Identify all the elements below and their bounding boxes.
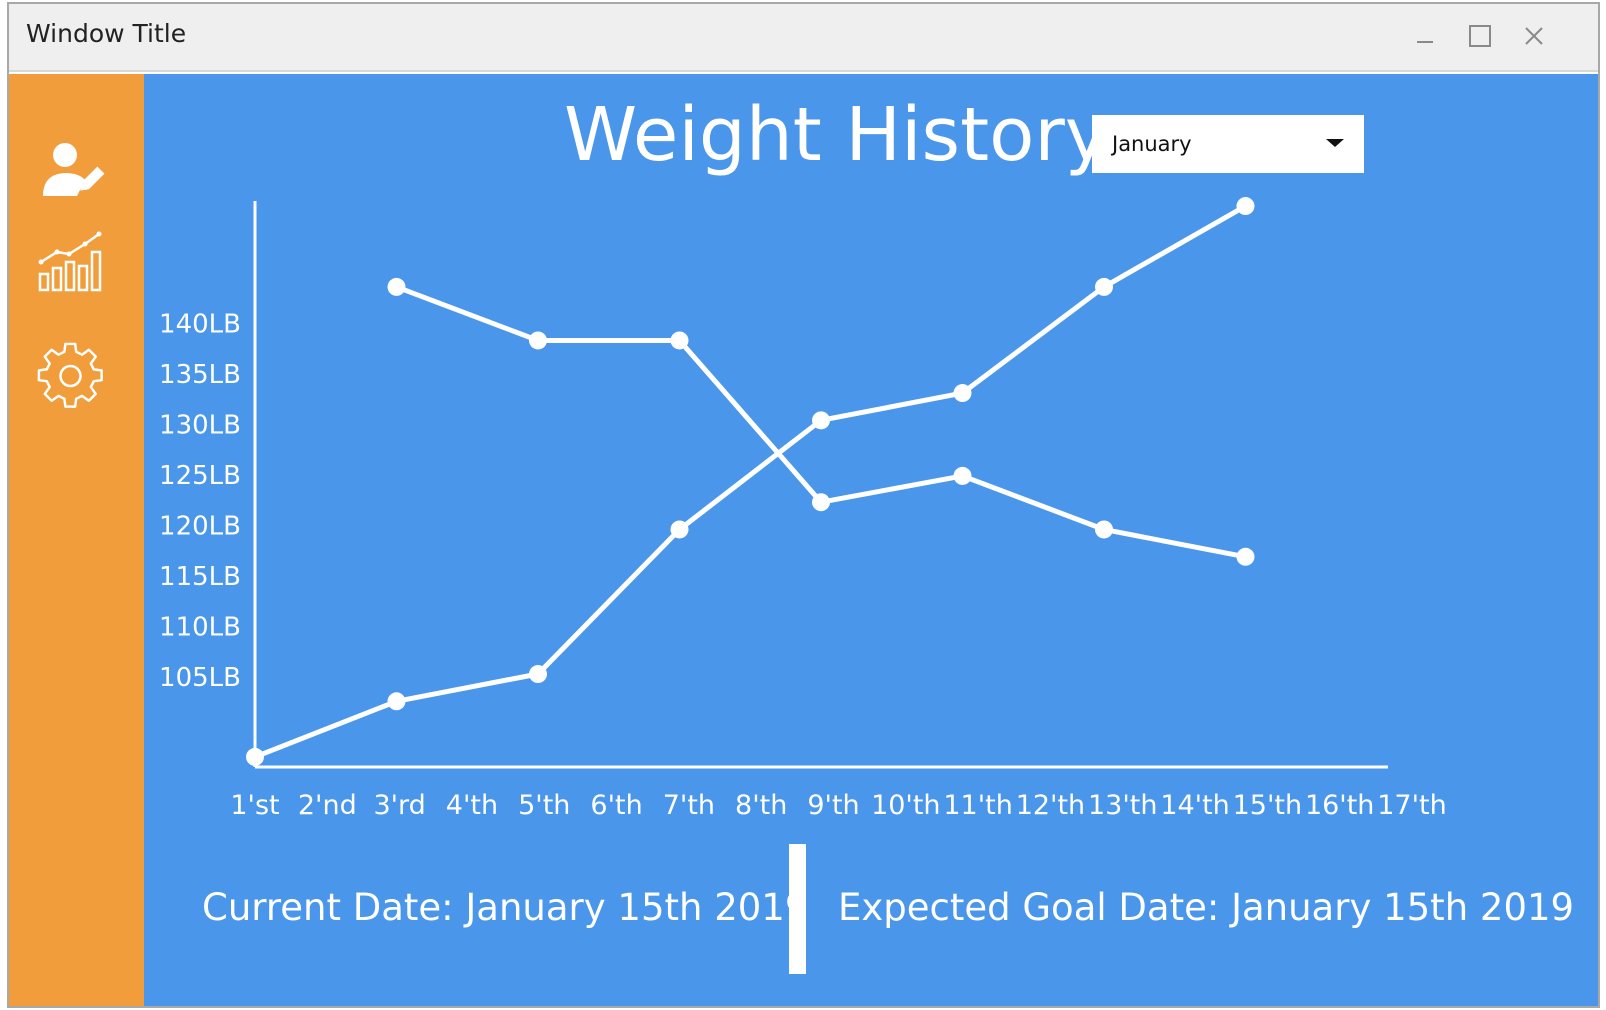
x-tick-label: 9'th <box>807 790 859 821</box>
x-tick-label: 7'th <box>663 790 715 821</box>
weight-line-chart: 105LB 110LB 115LB 120LB 125LB 130LB 135LB 140LB… <box>159 197 1447 821</box>
page-title: Weight History <box>564 92 1109 178</box>
series-2-point <box>1095 520 1113 539</box>
series-2-point <box>529 331 547 350</box>
series-1-point <box>387 692 406 711</box>
y-tick-label: 125LB <box>159 461 241 491</box>
series-1-point <box>812 411 830 430</box>
chevron-down-icon <box>1326 139 1344 147</box>
current-date: Current Date: January 15th 2019 <box>202 886 809 929</box>
x-tick-label: 4'th <box>446 790 498 821</box>
gear-icon[interactable] <box>35 342 107 410</box>
y-tick-label: 140LB <box>159 309 241 339</box>
series-2-point <box>953 466 972 485</box>
month-dropdown[interactable]: January <box>1092 115 1364 173</box>
y-tick-label: 120LB <box>159 511 241 541</box>
title-bar[interactable]: Window Title <box>9 4 1598 72</box>
x-tick-label: 17'th <box>1377 790 1446 821</box>
series-1-line <box>254 203 1247 760</box>
x-tick-label: 2'nd <box>298 790 357 821</box>
maximize-icon[interactable] <box>1460 16 1500 56</box>
app-window: Window Title <box>7 2 1600 1008</box>
window-title: Window Title <box>26 19 187 48</box>
x-tick-label: 16'th <box>1305 790 1374 821</box>
minimize-icon[interactable] <box>1405 16 1445 56</box>
x-tick-label: 6'th <box>590 790 642 821</box>
expected-goal-date: Expected Goal Date: January 15th 2019 <box>838 886 1575 929</box>
bar-chart-trend-icon[interactable] <box>35 228 107 296</box>
x-tick-label: 12'th <box>1016 790 1085 821</box>
x-tick-label: 11'th <box>943 790 1012 821</box>
x-tick-label: 14'th <box>1160 790 1229 821</box>
month-dropdown-value: January <box>1112 132 1192 156</box>
series-1-point <box>670 520 689 539</box>
y-tick-label: 135LB <box>159 360 241 390</box>
sidebar <box>9 74 144 1006</box>
x-tick-label: 8'th <box>735 790 787 821</box>
footer-divider <box>789 844 806 974</box>
series-2-point <box>387 277 406 296</box>
x-tick-label: 3'rd <box>373 790 425 821</box>
series-2-point <box>1236 547 1255 566</box>
series-1-point <box>1236 197 1255 216</box>
x-tick-label: 10'th <box>871 790 940 821</box>
series-1-point <box>246 747 264 766</box>
user-edit-icon[interactable] <box>35 138 107 206</box>
series-2-point <box>812 493 830 512</box>
series-1-point <box>1095 277 1113 296</box>
close-icon[interactable] <box>1514 16 1554 56</box>
series-2-point <box>670 331 689 350</box>
y-tick-label: 115LB <box>159 562 241 592</box>
series-1-point <box>953 384 972 403</box>
main-panel: Weight History January 105LB 110LB 115LB 12… <box>144 74 1598 1006</box>
x-tick-label: 15'th <box>1233 790 1302 821</box>
y-tick-label: 105LB <box>159 663 241 693</box>
y-tick-label: 130LB <box>159 410 241 440</box>
y-tick-label: 110LB <box>159 613 241 643</box>
series-1-point <box>529 665 547 684</box>
x-tick-label: 5'th <box>518 790 570 821</box>
x-tick-label: 13'th <box>1088 790 1157 821</box>
x-tick-label: 1'st <box>230 790 279 821</box>
